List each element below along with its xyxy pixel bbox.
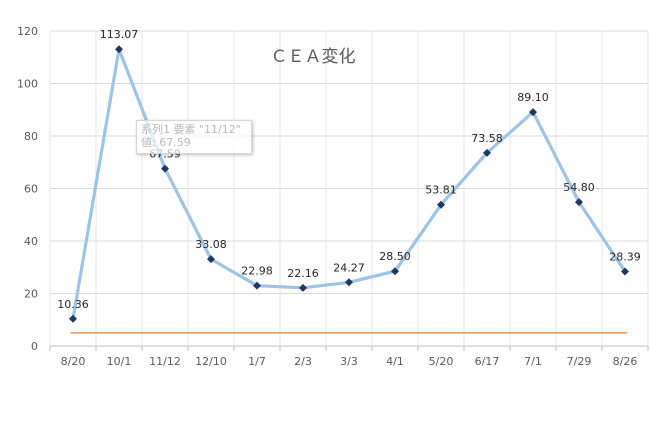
x-tick-label: 7/1: [524, 355, 542, 368]
data-point-marker: [299, 283, 307, 292]
x-tick-label: 7/29: [567, 355, 592, 368]
data-label: 33.08: [195, 238, 227, 251]
data-label: 22.16: [287, 267, 319, 280]
data-point-marker: [161, 164, 169, 173]
y-tick-label: 80: [24, 130, 38, 143]
data-point-marker: [69, 314, 77, 323]
chart-title: ＣＥＡ変化: [271, 47, 356, 67]
y-tick-label: 20: [24, 288, 38, 301]
x-tick-label: 8/26: [613, 355, 638, 368]
x-tick-label: 1/7: [248, 355, 266, 368]
y-tick-label: 0: [31, 340, 38, 353]
x-tick-label: 8/20: [61, 355, 86, 368]
data-point-marker: [483, 148, 491, 157]
data-point-marker: [575, 198, 583, 207]
x-tick-label: 3/3: [340, 355, 358, 368]
data-label: 89.10: [517, 91, 549, 104]
data-label: 73.58: [471, 132, 503, 145]
data-label: 28.50: [379, 250, 411, 263]
y-tick-label: 100: [17, 78, 38, 91]
x-tick-label: 2/3: [294, 355, 312, 368]
data-point-marker: [253, 281, 261, 290]
data-label: 53.81: [425, 184, 457, 197]
x-tick-label: 11/12: [149, 355, 181, 368]
x-tick-label: 6/17: [475, 355, 500, 368]
data-point-marker: [437, 200, 445, 209]
data-label: 54.80: [563, 181, 595, 194]
x-tick-label: 5/20: [429, 355, 454, 368]
data-label: 113.07: [100, 28, 139, 41]
tooltip-series-element: 系列1 要素 "11/12": [141, 123, 241, 136]
x-tick-label: 10/1: [107, 355, 132, 368]
data-point-tooltip: 系列1 要素 "11/12" 値: 67.59: [136, 120, 252, 154]
data-point-marker: [115, 45, 123, 54]
data-point-marker: [345, 278, 353, 287]
data-point-marker: [529, 108, 537, 117]
y-tick-label: 40: [24, 235, 38, 248]
data-label: 22.98: [241, 265, 273, 278]
y-tick-label: 120: [17, 25, 38, 38]
data-point-marker: [207, 255, 215, 264]
x-tick-label: 4/1: [386, 355, 404, 368]
data-point-marker: [391, 267, 399, 276]
data-point-marker: [621, 267, 629, 276]
y-tick-label: 60: [24, 183, 38, 196]
tooltip-value: 値: 67.59: [141, 136, 191, 149]
data-label: 24.27: [333, 261, 365, 274]
data-label: 10.36: [57, 298, 89, 311]
x-tick-label: 12/10: [195, 355, 227, 368]
data-label: 28.39: [609, 250, 641, 263]
